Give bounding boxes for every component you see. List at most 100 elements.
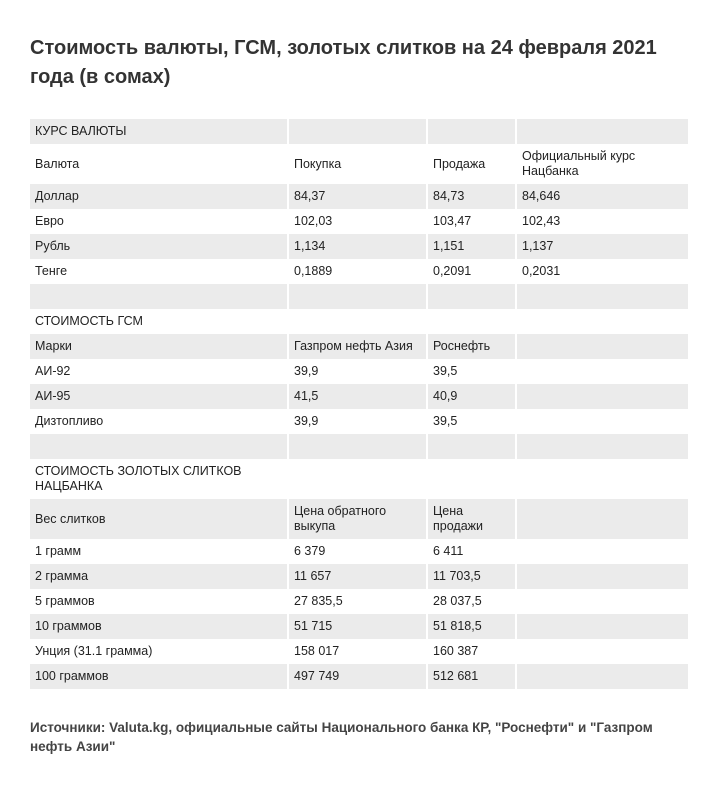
table-cell xyxy=(515,359,688,384)
table-cell: Марки xyxy=(30,334,288,359)
table-row: 10 граммов 51 715 51 818,5 xyxy=(30,614,688,639)
table-cell xyxy=(515,564,688,589)
table-row: Марки Газпром нефть Азия Роснефть xyxy=(30,334,688,359)
table-cell xyxy=(30,284,288,309)
table-cell xyxy=(515,459,688,499)
table-cell: 1,134 xyxy=(287,234,427,259)
table-cell xyxy=(287,119,427,144)
table-cell xyxy=(287,309,427,334)
table-cell: Тенге xyxy=(35,264,68,278)
table-cell: 10 граммов xyxy=(30,614,288,639)
table-cell xyxy=(515,539,688,564)
table-cell xyxy=(30,434,288,459)
table-cell xyxy=(515,664,688,689)
table-cell: 0,2091 xyxy=(426,259,516,284)
table-cell xyxy=(426,434,516,459)
table-cell: 160 387 xyxy=(426,639,516,664)
table-cell: 1,151 xyxy=(426,234,516,259)
table-row: Доллар 84,37 84,73 84,646 xyxy=(30,184,688,209)
table-row: СТОИМОСТЬ ГСМ xyxy=(30,309,688,334)
table-cell: Цена продажи xyxy=(426,499,516,539)
table-row: 1 грамм 6 379 6 411 xyxy=(30,539,688,564)
table-cell: СТОИМОСТЬ ГСМ xyxy=(35,314,143,328)
table-row: Тенге 0,1889 0,2091 0,2031 xyxy=(30,259,688,284)
table-cell: 100 граммов xyxy=(30,664,288,689)
table-row: 2 грамма 11 657 11 703,5 xyxy=(30,564,688,589)
table-cell: Газпром нефть Азия xyxy=(287,334,427,359)
table-cell: Вес слитков xyxy=(30,499,288,539)
table-cell: 40,9 xyxy=(426,384,516,409)
table-cell: 84,646 xyxy=(515,184,688,209)
table-cell: 51 715 xyxy=(287,614,427,639)
table-cell: 6 411 xyxy=(426,539,516,564)
table-cell: 11 703,5 xyxy=(426,564,516,589)
table-row: СТОИМОСТЬ ЗОЛОТЫХ СЛИТКОВ НАЦБАНКА xyxy=(30,459,688,499)
table-cell: 102,43 xyxy=(515,209,688,234)
table-row: Валюта Покупка Продажа Официальный курс Нац… xyxy=(30,144,688,184)
table-cell xyxy=(287,434,427,459)
table-cell: 28 037,5 xyxy=(426,589,516,614)
table-row: Вес слитков Цена обратного выкупа Цена про… xyxy=(30,499,688,539)
table-cell xyxy=(515,284,688,309)
table-cell: 512 681 xyxy=(426,664,516,689)
table-cell: Рубль xyxy=(30,234,288,259)
table-cell xyxy=(287,284,427,309)
table-cell xyxy=(515,309,688,334)
table-cell: Дизтопливо xyxy=(35,414,104,428)
table-cell: Роснефть xyxy=(426,334,516,359)
table-cell xyxy=(515,639,688,664)
table-cell: 5 граммов xyxy=(35,594,95,608)
table-row: 100 граммов 497 749 512 681 xyxy=(30,664,688,689)
table-cell: Валюта xyxy=(35,156,80,171)
table-cell: Официальный курс Нацбанка xyxy=(515,144,688,184)
table-cell: 2 грамма xyxy=(30,564,288,589)
table-cell xyxy=(426,309,516,334)
table-cell xyxy=(515,589,688,614)
table-cell xyxy=(426,284,516,309)
table-cell: 84,37 xyxy=(287,184,427,209)
table-cell: Покупка xyxy=(287,144,427,184)
table-row: Дизтопливо 39,9 39,5 xyxy=(30,409,688,434)
table-cell: 6 379 xyxy=(287,539,427,564)
table-row: АИ-95 41,5 40,9 xyxy=(30,384,688,409)
table-cell: КУРС ВАЛЮТЫ xyxy=(30,119,288,144)
table-cell: 1 грамм xyxy=(35,544,82,558)
table-cell: АИ-95 xyxy=(30,384,288,409)
table-cell xyxy=(515,409,688,434)
table-row: Унция (31.1 грамма) 158 017 160 387 xyxy=(30,639,688,664)
table-cell: 39,5 xyxy=(426,409,516,434)
page-title: Стоимость валюты, ГСМ, золотых слитков н… xyxy=(30,37,657,88)
table-row: 5 граммов 27 835,5 28 037,5 xyxy=(30,589,688,614)
table-cell: 103,47 xyxy=(426,209,516,234)
table-cell: 41,5 xyxy=(287,384,427,409)
table-cell xyxy=(426,119,516,144)
table-cell: 0,2031 xyxy=(515,259,688,284)
table-cell: 0,1889 xyxy=(287,259,427,284)
table-cell: Цена обратного выкупа xyxy=(287,499,427,539)
table-row: КУРС ВАЛЮТЫ xyxy=(30,119,688,144)
table-cell xyxy=(515,119,688,144)
table-row xyxy=(30,434,688,459)
table-cell xyxy=(515,614,688,639)
table-cell: АИ-92 xyxy=(35,364,71,378)
table-cell: 497 749 xyxy=(287,664,427,689)
table-cell: 51 818,5 xyxy=(426,614,516,639)
table-cell: 11 657 xyxy=(287,564,427,589)
table-row xyxy=(30,284,688,309)
table-cell: 39,9 xyxy=(287,409,427,434)
table-cell: Доллар xyxy=(30,184,288,209)
table-cell xyxy=(515,384,688,409)
table-row: Евро 102,03 103,47 102,43 xyxy=(30,209,688,234)
table-cell: 27 835,5 xyxy=(287,589,427,614)
table-cell: 84,73 xyxy=(426,184,516,209)
table-cell xyxy=(426,459,516,499)
table-cell: 1,137 xyxy=(515,234,688,259)
table-cell xyxy=(515,499,688,539)
data-table: КУРС ВАЛЮТЫ Валюта Покупка Продажа Официальн… xyxy=(30,119,688,689)
table-cell xyxy=(287,459,427,499)
table-cell: 158 017 xyxy=(287,639,427,664)
table-row: АИ-92 39,9 39,5 xyxy=(30,359,688,384)
table-cell xyxy=(515,434,688,459)
table-cell: 39,5 xyxy=(426,359,516,384)
